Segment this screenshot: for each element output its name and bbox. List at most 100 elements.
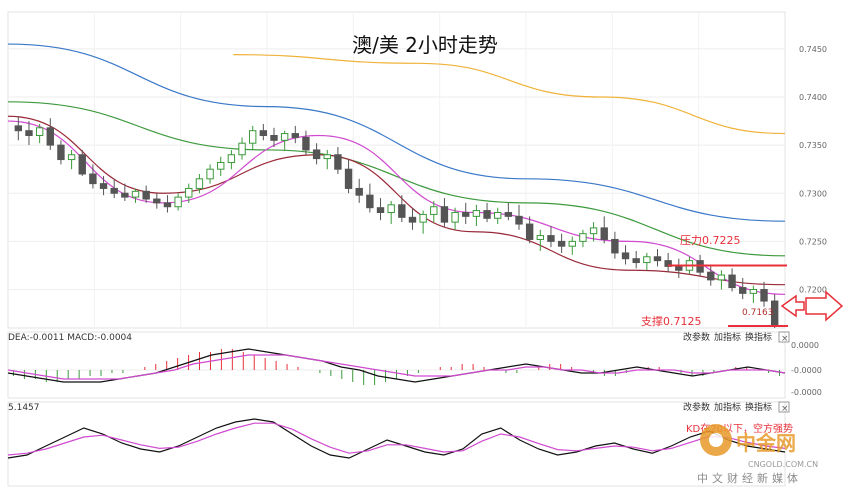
candle	[57, 140, 65, 165]
candle-body	[174, 196, 182, 208]
macd-panel-frame	[7, 331, 786, 399]
candle-body	[579, 233, 587, 242]
macd-change-params-button[interactable]: 改参数	[683, 331, 710, 343]
candle-body	[430, 206, 438, 215]
macd-close-button[interactable]	[778, 331, 790, 343]
candle-body	[248, 130, 257, 144]
candle-body	[323, 154, 331, 160]
candle	[259, 123, 268, 141]
osc-close-button[interactable]	[778, 401, 790, 413]
macd-close-icon: ×	[781, 334, 789, 344]
annotation-layer	[668, 264, 844, 327]
candle-body	[632, 258, 640, 264]
watermark-logo: 中金网 CNGOLD.COM.CN 中文财经新媒体	[697, 424, 818, 485]
candle-body	[291, 133, 299, 138]
candle	[248, 125, 257, 150]
candle-body	[99, 183, 108, 189]
candle	[408, 207, 417, 230]
candle-body	[121, 192, 129, 198]
candle-body	[472, 210, 481, 217]
candle	[323, 149, 331, 170]
osc-add-indicator-button[interactable]: 加指标	[714, 401, 741, 413]
candle	[579, 229, 587, 248]
macd-dea-line	[7, 354, 786, 380]
y-tick-label: 0.7400	[799, 93, 827, 102]
main-panel-frame	[7, 11, 786, 329]
candle-body	[739, 287, 747, 294]
candle-body	[621, 252, 630, 260]
candle	[280, 130, 289, 150]
candle	[110, 178, 118, 199]
candle	[504, 202, 513, 221]
candle	[557, 233, 566, 253]
candle	[643, 252, 651, 271]
moving-average-line	[7, 43, 786, 222]
support-label: 支撑0.7125	[641, 314, 702, 328]
candle	[589, 222, 598, 242]
candle-body	[227, 154, 236, 163]
y-tick-label: 0.7350	[799, 141, 827, 150]
moving-average-line	[233, 54, 786, 135]
candle	[611, 231, 619, 259]
candle	[536, 229, 545, 251]
candle	[131, 188, 140, 203]
resistance-label: 压力0.7225	[680, 234, 741, 247]
candle	[568, 236, 576, 255]
candle-body	[217, 161, 225, 170]
candle-body	[728, 274, 736, 289]
candle-body	[259, 130, 268, 136]
candle	[494, 207, 502, 225]
candle	[334, 147, 342, 174]
candlestick-layer	[14, 116, 779, 328]
candle-body	[195, 178, 204, 189]
candle	[89, 164, 97, 189]
candle-body	[675, 265, 683, 271]
candle-body	[387, 204, 395, 214]
candle-body	[749, 289, 758, 294]
candle	[163, 195, 172, 213]
candle	[78, 149, 86, 176]
candle	[99, 175, 108, 196]
last-price-label: 0.7163	[742, 308, 774, 318]
candle	[25, 121, 33, 146]
candle	[174, 193, 182, 211]
candle-body	[185, 187, 193, 198]
candle-body	[568, 240, 576, 247]
candle-body	[536, 235, 545, 240]
candle-body	[366, 194, 374, 209]
candle-body	[46, 127, 54, 146]
candle-body	[600, 227, 608, 240]
candle-body	[57, 144, 65, 161]
chart-title: 澳/美 2小时走势	[352, 33, 498, 57]
candle	[483, 202, 491, 223]
candle-body	[760, 289, 768, 302]
candle-body	[344, 168, 353, 189]
candle-body	[280, 133, 289, 141]
macd-switch-indicator-button[interactable]: 换指标	[745, 331, 772, 343]
oscillator-d-line	[7, 422, 786, 456]
macd-add-indicator-button[interactable]: 加指标	[714, 331, 741, 343]
candle	[217, 156, 225, 176]
candle-body	[451, 212, 459, 223]
macd-y-tick: -0.0000	[791, 388, 822, 397]
candle-body	[78, 154, 86, 175]
grid-layer: 0.7450 0.7400 0.7350 0.7300 0.7250 0.7200	[7, 11, 827, 329]
y-tick-label: 0.7200	[799, 286, 827, 295]
candle	[153, 193, 161, 209]
candle	[515, 204, 523, 230]
candle	[749, 285, 758, 303]
candle	[142, 185, 150, 203]
candle-body	[440, 206, 449, 223]
candle	[387, 200, 395, 225]
down-arrow-icon	[780, 294, 805, 318]
osc-change-params-button[interactable]: 改参数	[683, 401, 710, 413]
candle	[291, 125, 299, 144]
candle-body	[494, 212, 502, 219]
candle-body	[398, 204, 406, 218]
candle-body	[312, 149, 321, 160]
candle	[621, 245, 630, 265]
osc-switch-indicator-button[interactable]: 换指标	[745, 401, 772, 413]
candle-body	[611, 238, 619, 254]
candle-body	[14, 125, 23, 132]
candle-body	[25, 130, 33, 136]
